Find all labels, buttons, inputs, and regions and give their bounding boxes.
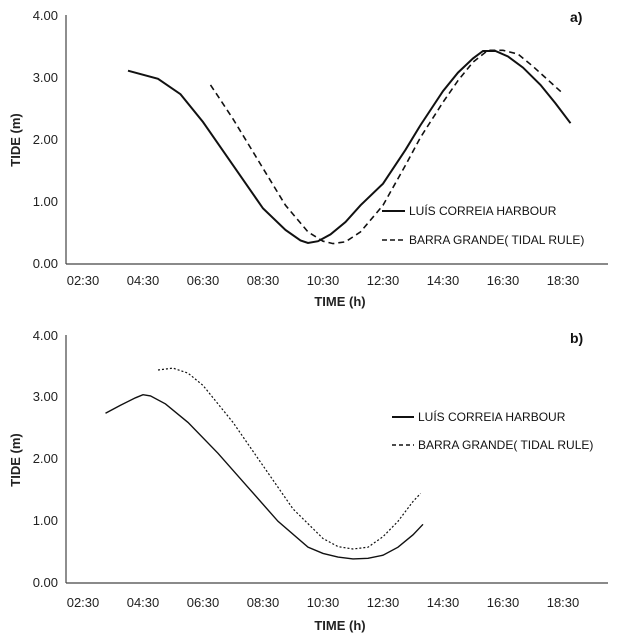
x-tick-label: 10:30 — [307, 273, 340, 288]
x-tick-label: 04:30 — [127, 273, 160, 288]
x-tick-label: 16:30 — [487, 595, 520, 610]
legend-label: LUÍS CORREIA HARBOUR — [409, 203, 557, 218]
series-barra-grande-line — [209, 49, 564, 245]
panel-b-x-axis-title: TIME (h) — [314, 618, 365, 633]
x-tick-label: 08:30 — [247, 273, 280, 288]
x-tick-label: 06:30 — [187, 273, 220, 288]
legend-label: LUÍS CORREIA HARBOUR — [418, 409, 566, 424]
x-tick-label: 06:30 — [187, 595, 220, 610]
y-tick-label: 0.00 — [33, 575, 58, 590]
panel-b-y-axis: 0.00 1.00 2.00 3.00 4.00 TIDE (m) — [8, 328, 67, 590]
panel-a-legend: LUÍS CORREIA HARBOUR BARRA GRANDE( TIDAL… — [382, 203, 584, 247]
x-tick-label: 08:30 — [247, 595, 280, 610]
y-tick-label: 3.00 — [33, 70, 58, 85]
legend-label: BARRA GRANDE( TIDAL RULE) — [418, 438, 593, 452]
y-tick-label: 2.00 — [33, 132, 58, 147]
x-tick-label: 16:30 — [487, 273, 520, 288]
panel-a-series — [127, 49, 572, 245]
panel-a-y-axis: 0.00 1.00 2.00 3.00 4.00 TIDE (m) — [8, 8, 67, 271]
panel-b-series — [105, 367, 424, 560]
y-tick-label: 0.00 — [33, 256, 58, 271]
panel-a-x-axis: 02:30 04:30 06:30 08:30 10:30 12:30 14:3… — [66, 263, 608, 309]
x-tick-label: 04:30 — [127, 595, 160, 610]
series-barra-grande-line — [157, 367, 421, 550]
panel-a-x-axis-title: TIME (h) — [314, 294, 365, 309]
x-tick-label: 18:30 — [547, 595, 580, 610]
y-tick-label: 3.00 — [33, 389, 58, 404]
x-tick-label: 14:30 — [427, 595, 460, 610]
panel-a-y-axis-title: TIDE (m) — [8, 113, 23, 166]
x-tick-label: 10:30 — [307, 595, 340, 610]
y-tick-label: 4.00 — [33, 8, 58, 23]
panel-b-y-axis-title: TIDE (m) — [8, 433, 23, 486]
y-tick-label: 1.00 — [33, 513, 58, 528]
x-tick-label: 02:30 — [67, 273, 100, 288]
series-luis-correia-harbour-line — [127, 50, 572, 245]
x-tick-label: 14:30 — [427, 273, 460, 288]
x-tick-label: 12:30 — [367, 595, 400, 610]
panel-b: b) 0.00 1.00 2.00 3.00 4.00 TIDE (m) 02:… — [8, 328, 608, 633]
x-tick-label: 02:30 — [67, 595, 100, 610]
panel-b-x-axis: 02:30 04:30 06:30 08:30 10:30 12:30 14:3… — [66, 582, 608, 633]
series-luis-correia-harbour-line — [105, 393, 424, 560]
y-tick-label: 1.00 — [33, 194, 58, 209]
panel-b-label: b) — [570, 330, 583, 346]
panel-a: a) 0.00 1.00 2.00 3.00 4.00 TIDE (m) 02:… — [8, 8, 608, 309]
x-tick-label: 12:30 — [367, 273, 400, 288]
x-tick-label: 18:30 — [547, 273, 580, 288]
legend-label: BARRA GRANDE( TIDAL RULE) — [409, 233, 584, 247]
panel-b-legend: LUÍS CORREIA HARBOUR BARRA GRANDE( TIDAL… — [392, 409, 593, 452]
panel-a-label: a) — [570, 9, 582, 25]
y-tick-label: 4.00 — [33, 328, 58, 343]
y-tick-label: 2.00 — [33, 451, 58, 466]
